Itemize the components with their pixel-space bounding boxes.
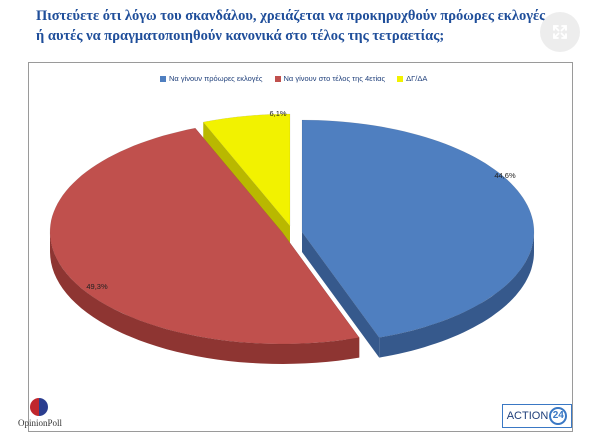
pie-slice-side	[379, 232, 534, 358]
pie-slice-cut	[302, 232, 380, 358]
pie-slice	[49, 127, 360, 345]
legend-swatch	[274, 75, 281, 82]
legend-label: Να γίνουν πρόωρες εκλογές	[169, 74, 263, 83]
legend-swatch	[160, 75, 166, 82]
opinionpoll-logo: OpinionPoll	[18, 398, 68, 438]
chart-legend: Να γίνουν πρόωρες εκλογές Να γίνουν στο …	[160, 74, 427, 83]
page-title: Πιστεύετε ότι λόγω του σκανδάλου, χρειάζ…	[36, 8, 546, 44]
pie-slice-label: 6,1%	[269, 109, 286, 118]
expand-icon	[553, 25, 567, 39]
pie-slice-cut	[203, 122, 290, 246]
action24-logo-number: 24	[549, 407, 568, 425]
opinionpoll-logo-text: OpinionPoll	[18, 418, 63, 428]
legend-label: ΔΓ/ΔΑ	[406, 74, 428, 83]
action24-logo: ACTION 24	[502, 404, 572, 428]
opinionpoll-logo-icon	[30, 398, 48, 416]
pie-slice-side	[50, 232, 360, 364]
pie-slice	[202, 113, 291, 227]
action24-logo-text: ACTION	[506, 410, 549, 422]
legend-item: Να γίνουν στο τέλος της 4ετίας	[274, 74, 386, 83]
pie-slice-label: 44,6%	[494, 171, 516, 180]
legend-swatch	[397, 75, 404, 82]
legend-label: Να γίνουν στο τέλος της 4ετίας	[283, 74, 386, 83]
legend-item: Να γίνουν πρόωρες εκλογές	[160, 74, 263, 83]
expand-button[interactable]	[540, 12, 580, 52]
pie-slice	[301, 119, 535, 338]
pie-slice-label: 49,3%	[86, 282, 108, 291]
chart-area	[28, 62, 573, 432]
legend-item: ΔΓ/ΔΑ	[397, 74, 427, 83]
